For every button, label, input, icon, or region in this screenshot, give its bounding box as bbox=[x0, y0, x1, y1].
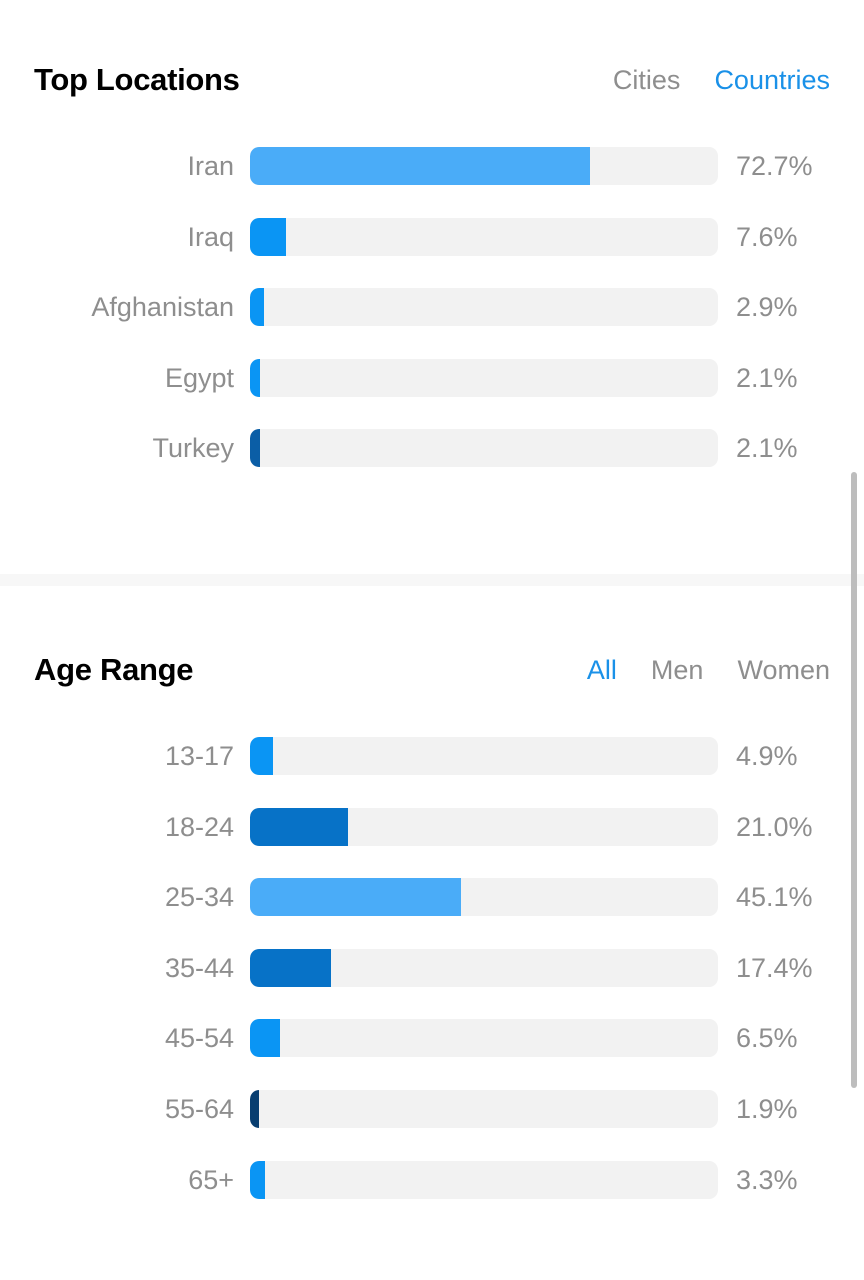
location-bar-track bbox=[250, 288, 718, 327]
location-value: 2.1% bbox=[736, 433, 798, 464]
age-range-bar-track bbox=[250, 1089, 718, 1128]
age-range-row: 45-54 6.5% bbox=[0, 1019, 864, 1058]
age-range-value: 4.9% bbox=[736, 741, 798, 771]
age-range-row: 55-64 1.9% bbox=[0, 1089, 864, 1128]
top-locations-title: Top Locations bbox=[34, 62, 240, 97]
age-range-label: 55-64 bbox=[164, 1093, 234, 1124]
location-bar-track bbox=[250, 147, 718, 185]
tab-women[interactable]: Women bbox=[737, 654, 830, 685]
age-range-section: Age Range All Men Women 13-17 4.9% 18-24 21… bbox=[0, 586, 864, 1280]
location-bar-fill bbox=[250, 147, 590, 185]
location-value: 72.7% bbox=[736, 151, 813, 181]
location-bar-fill bbox=[250, 217, 286, 256]
age-range-bar-fill bbox=[250, 1089, 259, 1128]
age-range-value: 45.1% bbox=[736, 882, 813, 913]
age-range-label: 25-34 bbox=[164, 882, 234, 913]
location-label: Turkey bbox=[152, 433, 234, 464]
tab-countries[interactable]: Countries bbox=[714, 64, 830, 95]
age-range-bar-track bbox=[250, 737, 718, 775]
age-range-label: 45-54 bbox=[164, 1023, 234, 1054]
scrollbar[interactable] bbox=[851, 472, 857, 1088]
top-locations-section: Top Locations Cities Countries Iran 72.7%… bbox=[0, 0, 864, 574]
location-bar-track bbox=[250, 217, 718, 256]
age-range-bar-fill bbox=[250, 878, 461, 917]
age-range-row: 18-24 21.0% bbox=[0, 807, 864, 846]
age-range-label: 18-24 bbox=[164, 811, 234, 842]
age-range-bar-track bbox=[250, 807, 718, 846]
location-row: Afghanistan 2.9% bbox=[0, 288, 864, 327]
age-range-bar-track bbox=[250, 948, 718, 987]
location-bar-fill bbox=[250, 358, 260, 397]
location-bar-list: Iran 72.7% Iraq 7.6% Afghanistan 2.9% Egypt 2.1… bbox=[0, 147, 864, 500]
age-range-value: 21.0% bbox=[736, 811, 813, 842]
location-bar-track bbox=[250, 429, 718, 468]
age-range-value: 1.9% bbox=[736, 1093, 798, 1124]
location-row: Iran 72.7% bbox=[0, 147, 864, 185]
age-range-bar-fill bbox=[250, 737, 273, 775]
age-range-bar-track bbox=[250, 1019, 718, 1058]
tab-all[interactable]: All bbox=[586, 654, 617, 685]
age-range-row: 13-17 4.9% bbox=[0, 737, 864, 775]
location-row: Egypt 2.1% bbox=[0, 358, 864, 397]
age-bar-list: 13-17 4.9% 18-24 21.0% 25-34 45.1% 35-44 17.4% 4… bbox=[0, 737, 864, 1231]
age-range-title: Age Range bbox=[34, 652, 194, 687]
age-range-label: 13-17 bbox=[164, 741, 234, 771]
age-range-bar-track bbox=[250, 1160, 718, 1199]
age-range-bar-fill bbox=[250, 807, 348, 846]
age-range-bar-fill bbox=[250, 1019, 280, 1058]
location-bar-fill bbox=[250, 429, 260, 468]
tab-men[interactable]: Men bbox=[650, 654, 704, 685]
location-label: Egypt bbox=[164, 362, 234, 393]
location-value: 7.6% bbox=[736, 221, 798, 252]
age-range-label: 65+ bbox=[188, 1164, 234, 1195]
age-range-value: 17.4% bbox=[736, 952, 813, 983]
top-locations-header: Top Locations Cities Countries bbox=[34, 60, 830, 100]
location-filter-tabs: Cities Countries bbox=[613, 65, 830, 96]
age-filter-tabs: All Men Women bbox=[587, 655, 830, 686]
age-range-bar-fill bbox=[250, 948, 331, 987]
location-row: Iraq 7.6% bbox=[0, 217, 864, 256]
location-label: Afghanistan bbox=[91, 292, 234, 323]
age-range-bar-fill bbox=[250, 1160, 265, 1199]
age-range-label: 35-44 bbox=[164, 952, 234, 983]
location-label: Iran bbox=[187, 151, 234, 181]
section-divider bbox=[0, 574, 864, 586]
age-range-value: 3.3% bbox=[736, 1164, 798, 1195]
location-value: 2.9% bbox=[736, 292, 798, 323]
age-range-row: 25-34 45.1% bbox=[0, 878, 864, 917]
age-range-value: 6.5% bbox=[736, 1023, 798, 1054]
age-range-row: 35-44 17.4% bbox=[0, 948, 864, 987]
tab-cities[interactable]: Cities bbox=[612, 64, 681, 95]
location-label: Iraq bbox=[187, 221, 234, 252]
age-range-header: Age Range All Men Women bbox=[34, 650, 830, 690]
location-bar-fill bbox=[250, 288, 264, 327]
age-range-bar-track bbox=[250, 878, 718, 917]
location-row: Turkey 2.1% bbox=[0, 429, 864, 468]
location-bar-track bbox=[250, 358, 718, 397]
age-range-row: 65+ 3.3% bbox=[0, 1160, 864, 1199]
location-value: 2.1% bbox=[736, 362, 798, 393]
